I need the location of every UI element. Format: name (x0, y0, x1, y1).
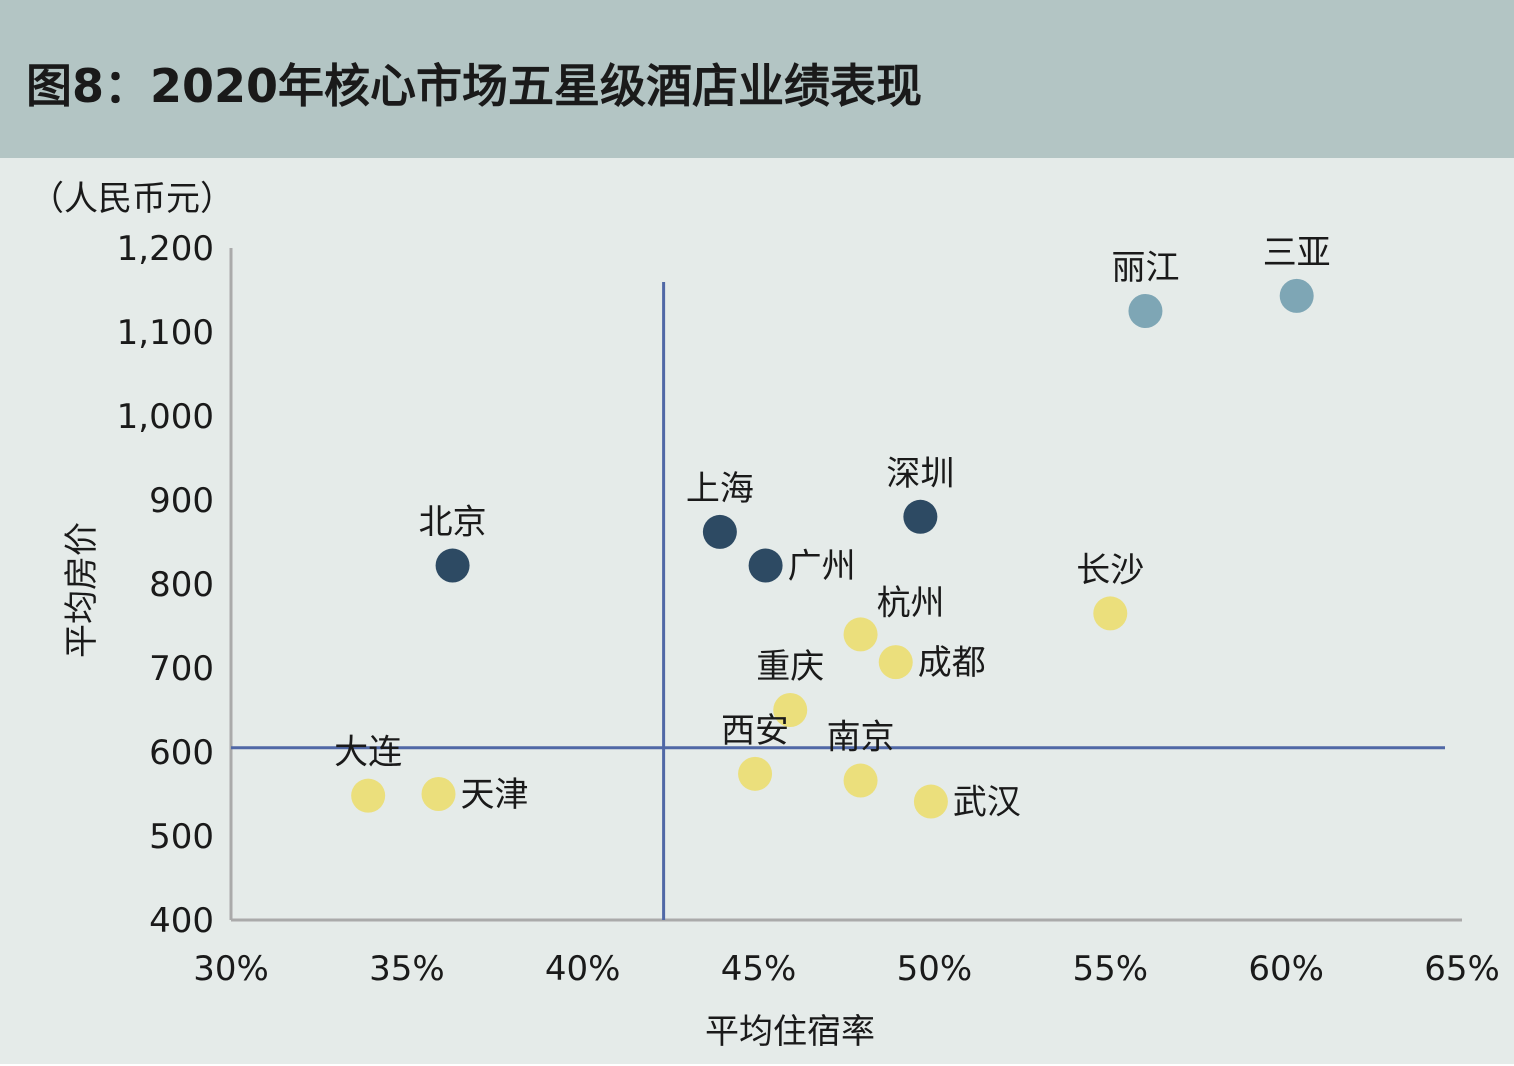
point-大连 (351, 778, 386, 813)
point-北京 (435, 548, 470, 583)
point-长沙 (1093, 596, 1128, 631)
point-重庆 (773, 693, 808, 727)
point-label: 杭州 (877, 583, 945, 623)
x-tick-label: 55% (1072, 949, 1148, 989)
point-天津 (421, 777, 456, 811)
x-tick-label: 65% (1424, 949, 1500, 989)
chart-title: 图8：2020年核心市场五星级酒店业绩表现 (26, 59, 923, 113)
y-tick-label: 700 (149, 649, 214, 689)
point-丽江 (1128, 294, 1163, 328)
point-label: 武汉 (953, 783, 1021, 823)
y-tick-label: 400 (149, 901, 214, 941)
y-axis-label: 平均房价 (62, 522, 102, 658)
x-tick-label: 30% (193, 949, 269, 989)
point-成都 (878, 645, 913, 680)
point-label: 上海 (686, 469, 754, 509)
point-西安 (738, 756, 773, 791)
point-label: 大连 (334, 733, 402, 773)
y-tick-label: 900 (149, 481, 214, 521)
point-杭州 (843, 617, 878, 652)
point-label: 深圳 (886, 454, 954, 494)
point-南京 (843, 763, 878, 798)
y-tick-label: 1,000 (117, 397, 214, 437)
point-label: 天津 (461, 775, 529, 815)
y-tick-label: 800 (149, 565, 214, 605)
point-上海 (702, 514, 737, 549)
point-深圳 (903, 499, 938, 534)
x-tick-label: 60% (1248, 949, 1324, 989)
point-label: 丽江 (1111, 248, 1179, 288)
point-label: 三亚 (1263, 233, 1331, 273)
x-tick-label: 50% (897, 949, 973, 989)
point-label: 北京 (419, 503, 487, 543)
point-三亚 (1279, 278, 1314, 313)
plot-background (0, 158, 1514, 1064)
y-tick-label: 1,100 (117, 313, 214, 353)
point-广州 (748, 548, 783, 583)
x-tick-label: 35% (369, 949, 445, 989)
point-label: 西安 (721, 711, 789, 751)
point-label: 重庆 (756, 647, 824, 687)
point-label: 南京 (827, 718, 895, 758)
x-tick-label: 40% (545, 949, 621, 989)
y-tick-label: 1,200 (117, 229, 214, 269)
x-axis-label: 平均住宿率 (705, 1012, 875, 1052)
y-tick-label: 600 (149, 733, 214, 773)
point-label: 成都 (918, 643, 986, 683)
chart-header: 图8：2020年核心市场五星级酒店业绩表现 (0, 0, 1514, 158)
y-axis-unit: （人民币元） (30, 179, 234, 219)
x-tick-label: 45% (721, 949, 797, 989)
point-label: 长沙 (1076, 550, 1144, 590)
y-tick-label: 500 (149, 817, 214, 857)
point-武汉 (913, 784, 948, 819)
point-label: 广州 (788, 547, 856, 587)
